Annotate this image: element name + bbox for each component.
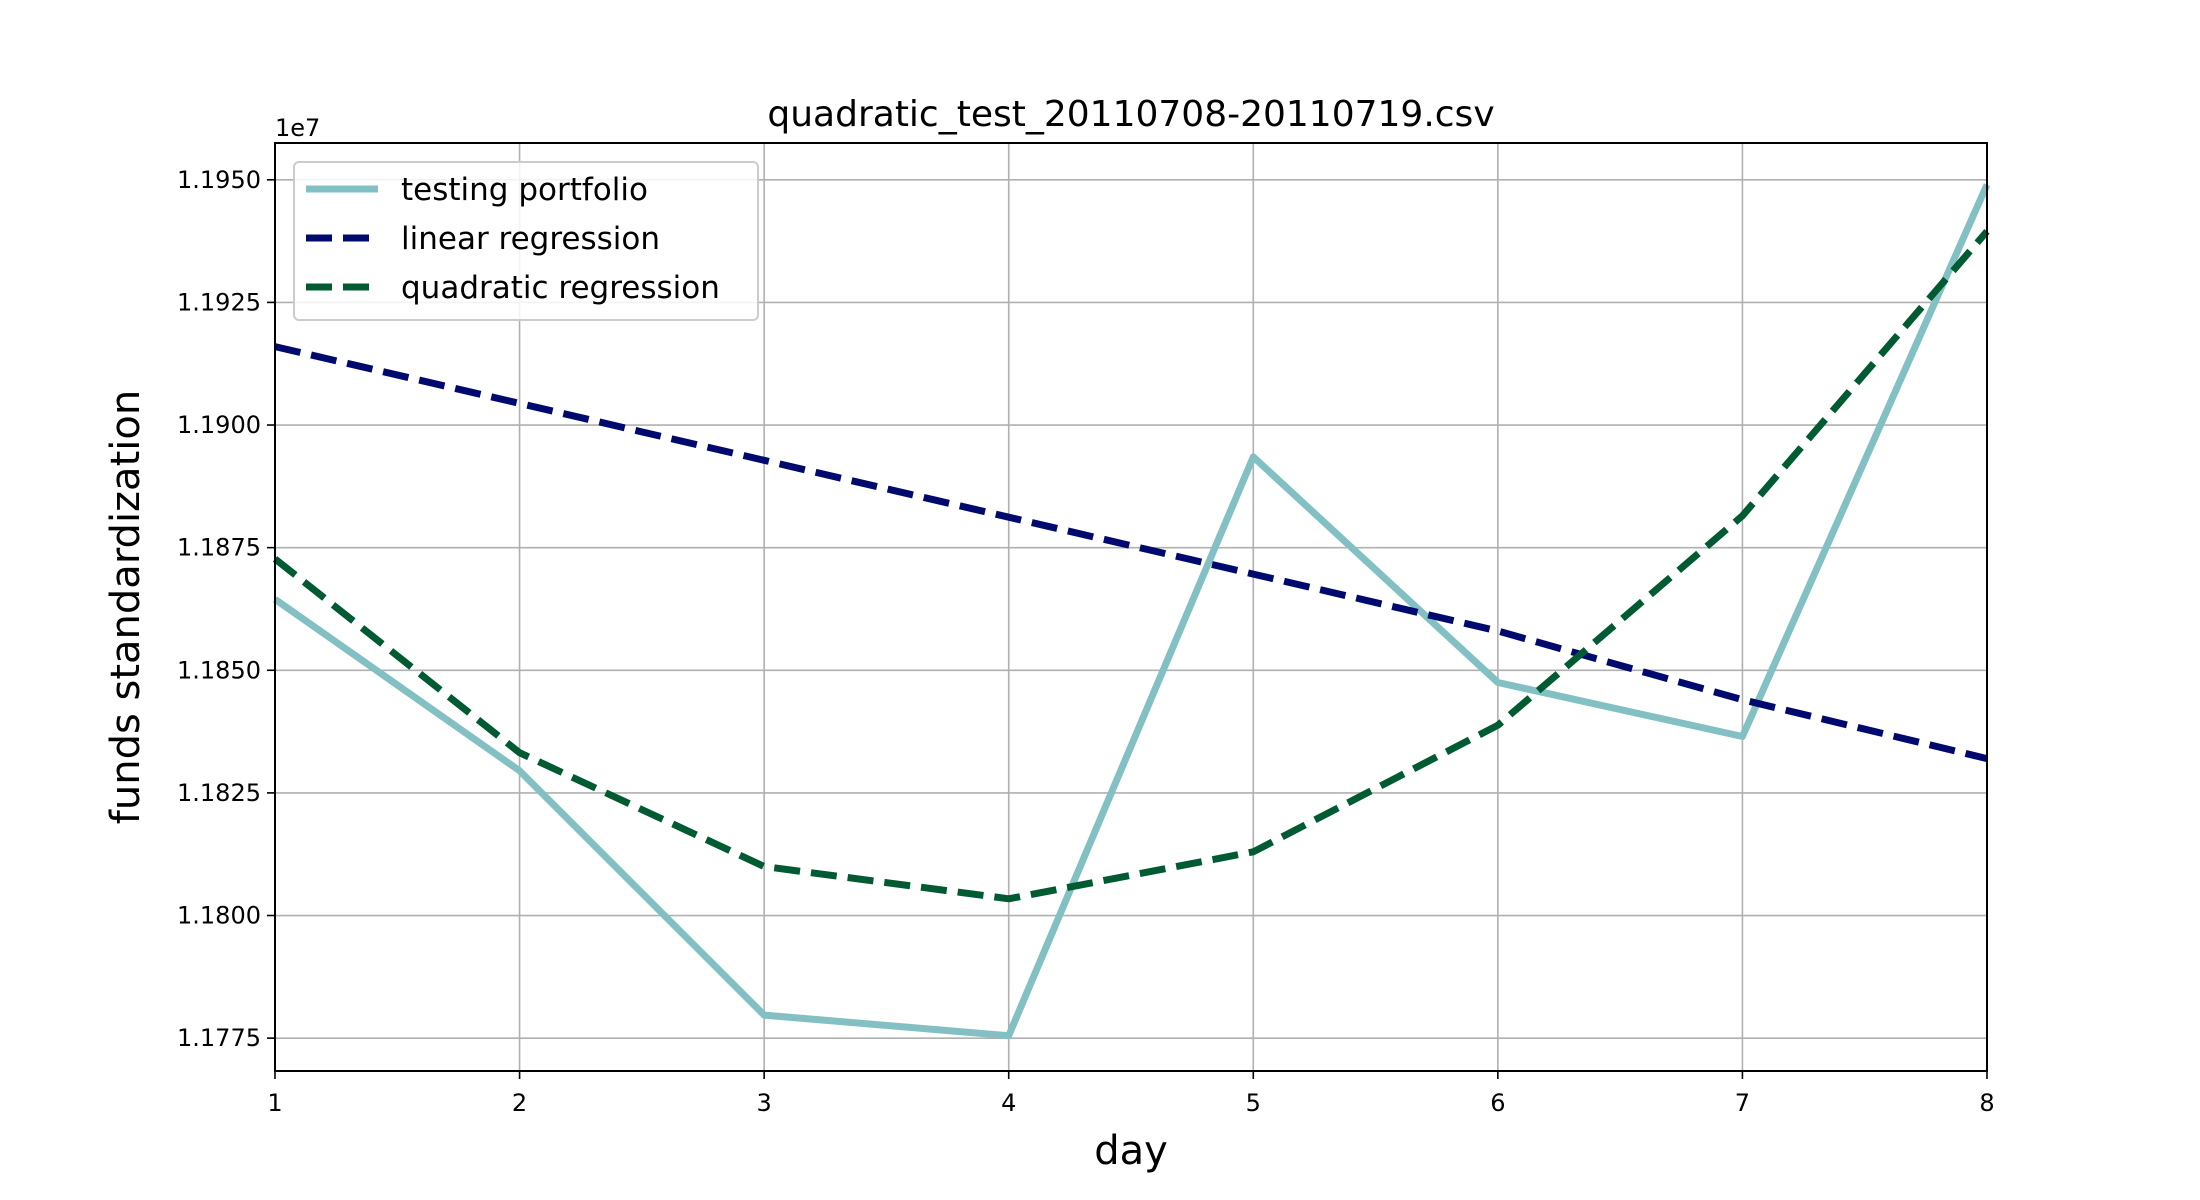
chart-title: quadratic_test_20110708-20110719.csv xyxy=(767,94,1494,135)
legend: testing portfolio linear regression quadra… xyxy=(293,161,759,321)
y-tick-label: 1.1800 xyxy=(177,902,261,930)
x-tick-label: 5 xyxy=(1246,1089,1261,1117)
legend-box xyxy=(293,161,759,321)
x-tick-label: 3 xyxy=(757,1089,772,1117)
y-axis: 1.1775 1.1800 1.1825 1.1850 1.1875 1.1900 1.19… xyxy=(177,166,275,1052)
x-tick-label: 7 xyxy=(1735,1089,1750,1117)
y-tick-label: 1.1775 xyxy=(177,1024,261,1052)
x-axis-title: day xyxy=(1094,1128,1168,1174)
x-axis: 1 2 3 4 5 6 7 8 xyxy=(267,1071,1995,1117)
series-line-testing-portfolio xyxy=(272,183,1991,1040)
x-tick-label: 1 xyxy=(267,1089,282,1117)
y-offset-label: 1e7 xyxy=(275,114,320,142)
y-tick-label: 1.1950 xyxy=(177,166,261,194)
legend-label: quadratic regression xyxy=(401,270,720,306)
y-axis-title: funds standardization xyxy=(103,390,149,824)
series-layer xyxy=(272,183,1991,1040)
y-tick-label: 1.1825 xyxy=(177,779,261,807)
y-tick-label: 1.1875 xyxy=(177,534,261,562)
series-line-quadratic-regression xyxy=(272,229,1990,903)
x-tick-label: 6 xyxy=(1490,1089,1505,1117)
x-tick-label: 4 xyxy=(1001,1089,1016,1117)
legend-label: linear regression xyxy=(401,221,660,257)
legend-label: testing portfolio xyxy=(401,172,648,208)
x-tick-label: 2 xyxy=(512,1089,527,1117)
plot-frame xyxy=(274,142,1988,1072)
y-tick-label: 1.1850 xyxy=(177,656,261,684)
series-line-linear-regression xyxy=(274,343,1988,763)
y-tick-label: 1.1925 xyxy=(177,288,261,316)
y-tick-label: 1.1900 xyxy=(177,411,261,439)
x-tick-label: 8 xyxy=(1979,1089,1994,1117)
